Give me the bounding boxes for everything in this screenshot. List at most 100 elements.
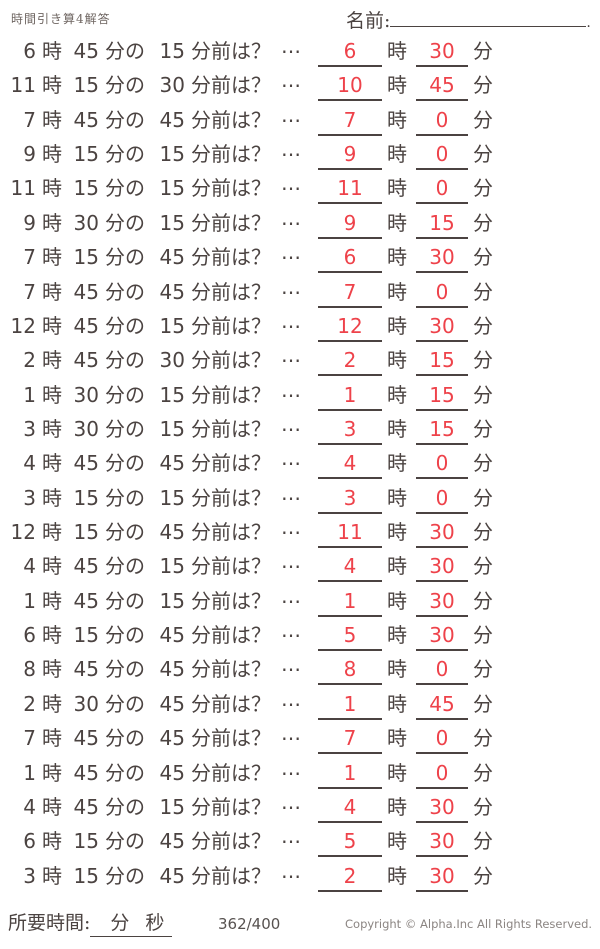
question-before-minutes: 45 (159, 107, 185, 132)
ellipsis: … (281, 549, 302, 574)
minute-of-label: 分の (105, 382, 145, 407)
ellipsis: … (281, 205, 302, 230)
answer-minute-blank[interactable]: 0 (416, 452, 468, 480)
minute-of-label: 分の (105, 107, 145, 132)
answer-hour-blank[interactable]: 4 (318, 795, 382, 823)
answer-hour-blank[interactable]: 1 (318, 589, 382, 617)
question-minute: 45 (73, 313, 99, 338)
minute-of-label: 分の (105, 39, 145, 63)
answer-hour-blank[interactable]: 12 (318, 314, 382, 342)
problem-row: 2 時 45 分の 30 分前は？ … 2 時 15 分 (4, 344, 600, 383)
answer-minute-blank[interactable]: 30 (416, 314, 468, 342)
answer-minute-blank[interactable]: 30 (416, 795, 468, 823)
minute-unit-label: 分 (473, 348, 493, 373)
question-hour: 6 (23, 829, 36, 854)
answer-minute-blank[interactable]: 30 (416, 246, 468, 274)
answer-minute-blank[interactable]: 0 (416, 143, 468, 171)
answer-minute-blank[interactable]: 30 (416, 40, 468, 67)
answer-hour-blank[interactable]: 7 (318, 280, 382, 308)
answer-minute-blank[interactable]: 30 (416, 589, 468, 617)
answer-hour-blank[interactable]: 1 (318, 692, 382, 720)
minutes-before-question-label: 分前は？ (191, 485, 271, 510)
hour-unit-label: 時 (42, 245, 62, 270)
answer-hour-blank[interactable]: 5 (318, 830, 382, 858)
answer-minute-blank[interactable]: 15 (416, 383, 468, 411)
minutes-before-question-label: 分前は？ (191, 623, 271, 648)
answer-minute-blank[interactable]: 0 (416, 280, 468, 308)
ellipsis: … (281, 137, 302, 162)
elapsed-time-blank[interactable]: 分秒 (90, 908, 173, 937)
problem-row: 3 時 15 分の 15 分前は？ … 3 時 0 分 (4, 481, 600, 521)
answer-minute-blank[interactable]: 30 (416, 521, 468, 549)
answer-minute-blank[interactable]: 0 (416, 486, 468, 514)
answer-hour-blank[interactable]: 3 (318, 486, 382, 514)
answer-minute-blank[interactable]: 30 (416, 864, 468, 892)
answer-minute-blank[interactable]: 0 (416, 108, 468, 136)
answer-hour-blank[interactable]: 8 (318, 658, 382, 686)
minutes-before-question-label: 分前は？ (191, 73, 271, 98)
minute-of-label: 分の (105, 863, 145, 888)
answer-hour-blank[interactable]: 3 (318, 417, 382, 445)
answer-hour-blank[interactable]: 7 (318, 727, 382, 755)
problem-row: 1 時 45 分の 15 分前は？ … 1 時 30 分 (4, 584, 600, 624)
question-minute: 45 (73, 588, 99, 613)
answer-minute-blank[interactable]: 0 (416, 658, 468, 686)
answer-hour-blank[interactable]: 7 (318, 108, 382, 136)
answer-hour-blank[interactable]: 2 (318, 349, 382, 377)
minute-of-label: 分の (105, 142, 145, 167)
ellipsis: … (281, 858, 302, 883)
answer-hour-blank[interactable]: 9 (318, 211, 382, 239)
answer-minute-blank[interactable]: 0 (416, 761, 468, 789)
minutes-before-question-label: 分前は？ (191, 348, 271, 373)
minutes-before-question-label: 分前は？ (191, 245, 271, 270)
minutes-before-question-label: 分前は？ (191, 416, 271, 441)
question-before-minutes: 45 (159, 726, 185, 751)
answer-minute-blank[interactable]: 15 (416, 211, 468, 239)
hour-unit-label: 時 (387, 73, 407, 98)
hour-unit-label: 時 (42, 142, 62, 167)
answer-hour-blank[interactable]: 11 (318, 521, 382, 549)
answer-hour-blank[interactable]: 1 (318, 761, 382, 789)
footer: 所要時間: 分秒 362/400 Copyright © Alpha.Inc Al… (8, 908, 592, 944)
answer-minute-blank[interactable]: 0 (416, 727, 468, 755)
name-input-line[interactable] (390, 7, 587, 27)
answer-hour-blank[interactable]: 1 (318, 383, 382, 411)
minutes-before-question-label: 分前は？ (191, 829, 271, 854)
hour-unit-label: 時 (42, 863, 62, 888)
answer-minute-blank[interactable]: 15 (416, 417, 468, 445)
answer-minute-blank[interactable]: 30 (416, 624, 468, 652)
answer-minute-blank[interactable]: 30 (416, 830, 468, 858)
hour-unit-label: 時 (42, 588, 62, 613)
minute-of-label: 分の (105, 623, 145, 648)
answer-minute-blank[interactable]: 15 (416, 349, 468, 377)
question-hour: 4 (23, 451, 36, 476)
question-minute: 15 (73, 623, 99, 648)
answer-hour-blank[interactable]: 4 (318, 555, 382, 583)
hour-unit-label: 時 (42, 210, 62, 235)
answer-hour-blank[interactable]: 5 (318, 624, 382, 652)
minute-unit-label: 分 (473, 726, 493, 751)
answer-hour-blank[interactable]: 10 (318, 74, 382, 102)
answer-hour-blank[interactable]: 6 (318, 40, 382, 67)
question-minute: 30 (73, 210, 99, 235)
question-hour: 3 (23, 863, 36, 888)
answer-hour-blank[interactable]: 2 (318, 864, 382, 892)
question-minute: 45 (73, 451, 99, 476)
answer-minute-blank[interactable]: 45 (416, 74, 468, 102)
question-hour: 11 (10, 176, 36, 201)
question-minute: 15 (73, 142, 99, 167)
question-before-minutes: 45 (159, 520, 185, 545)
answer-hour-blank[interactable]: 11 (318, 177, 382, 205)
problem-row: 7 時 15 分の 45 分前は？ … 6 時 30 分 (4, 241, 600, 280)
answer-hour-blank[interactable]: 9 (318, 143, 382, 171)
answer-minute-blank[interactable]: 30 (416, 555, 468, 583)
minutes-before-question-label: 分前は？ (191, 39, 271, 63)
question-before-minutes: 45 (159, 691, 185, 716)
answer-minute-blank[interactable]: 0 (416, 177, 468, 205)
problem-row: 3 時 30 分の 15 分前は？ … 3 時 15 分 (4, 412, 600, 452)
answer-hour-blank[interactable]: 6 (318, 246, 382, 274)
answer-minute-blank[interactable]: 45 (416, 692, 468, 720)
answer-hour-blank[interactable]: 4 (318, 452, 382, 480)
hour-unit-label: 時 (42, 279, 62, 304)
hour-unit-label: 時 (387, 554, 407, 579)
